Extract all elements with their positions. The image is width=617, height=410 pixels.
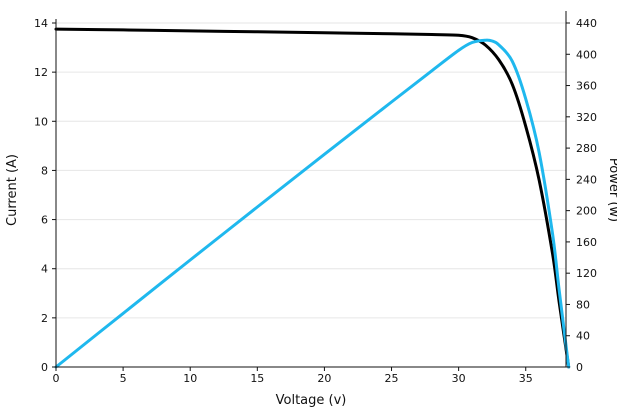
y-left-tick-label: 4 (41, 263, 48, 276)
y-right-tick-label: 240 (576, 173, 597, 186)
y-right-axis-title: Power (w) (606, 158, 617, 222)
series-lines (54, 27, 571, 369)
y-left-axis-title: Current (A) (5, 154, 20, 226)
axes (55, 11, 567, 368)
y-left-tick-label: 12 (34, 66, 48, 79)
gridlines (56, 22, 566, 319)
x-axis-title: Voltage (v) (276, 393, 347, 408)
y-right-tick-label: 40 (576, 330, 590, 343)
x-tick-label: 35 (519, 372, 533, 385)
y-left-tick-label: 0 (41, 361, 48, 374)
x-tick-label: 30 (452, 372, 466, 385)
y-left-tick-label: 14 (34, 17, 48, 30)
power-series-line (54, 38, 571, 369)
y-left-tick-label: 8 (41, 164, 48, 177)
y-left-tick-label: 10 (34, 115, 48, 128)
y-left-axis-ticks: 0 2 4 6 8 10 12 14 (34, 17, 56, 374)
y-right-tick-label: 0 (576, 361, 583, 374)
x-tick-label: 5 (120, 372, 127, 385)
y-right-tick-label: 400 (576, 48, 597, 61)
y-right-tick-label: 160 (576, 236, 597, 249)
y-right-tick-label: 360 (576, 80, 597, 93)
y-right-tick-label: 280 (576, 142, 597, 155)
x-tick-label: 15 (250, 372, 264, 385)
x-tick-label: 0 (53, 372, 60, 385)
y-right-tick-label: 440 (576, 17, 597, 30)
y-right-tick-label: 320 (576, 111, 597, 124)
y-right-axis-ticks: 0 40 80 120 160 200 240 280 320 360 400 440 (566, 17, 597, 374)
x-axis-ticks: 0 5 10 15 20 25 30 35 (53, 367, 533, 385)
x-tick-label: 10 (183, 372, 197, 385)
y-right-tick-label: 80 (576, 298, 590, 311)
y-left-tick-label: 2 (41, 312, 48, 325)
current-series-line (54, 27, 571, 369)
x-tick-label: 20 (317, 372, 331, 385)
x-tick-label: 25 (385, 372, 399, 385)
y-left-tick-label: 6 (41, 214, 48, 227)
y-right-tick-label: 120 (576, 267, 597, 280)
y-right-tick-label: 200 (576, 205, 597, 218)
